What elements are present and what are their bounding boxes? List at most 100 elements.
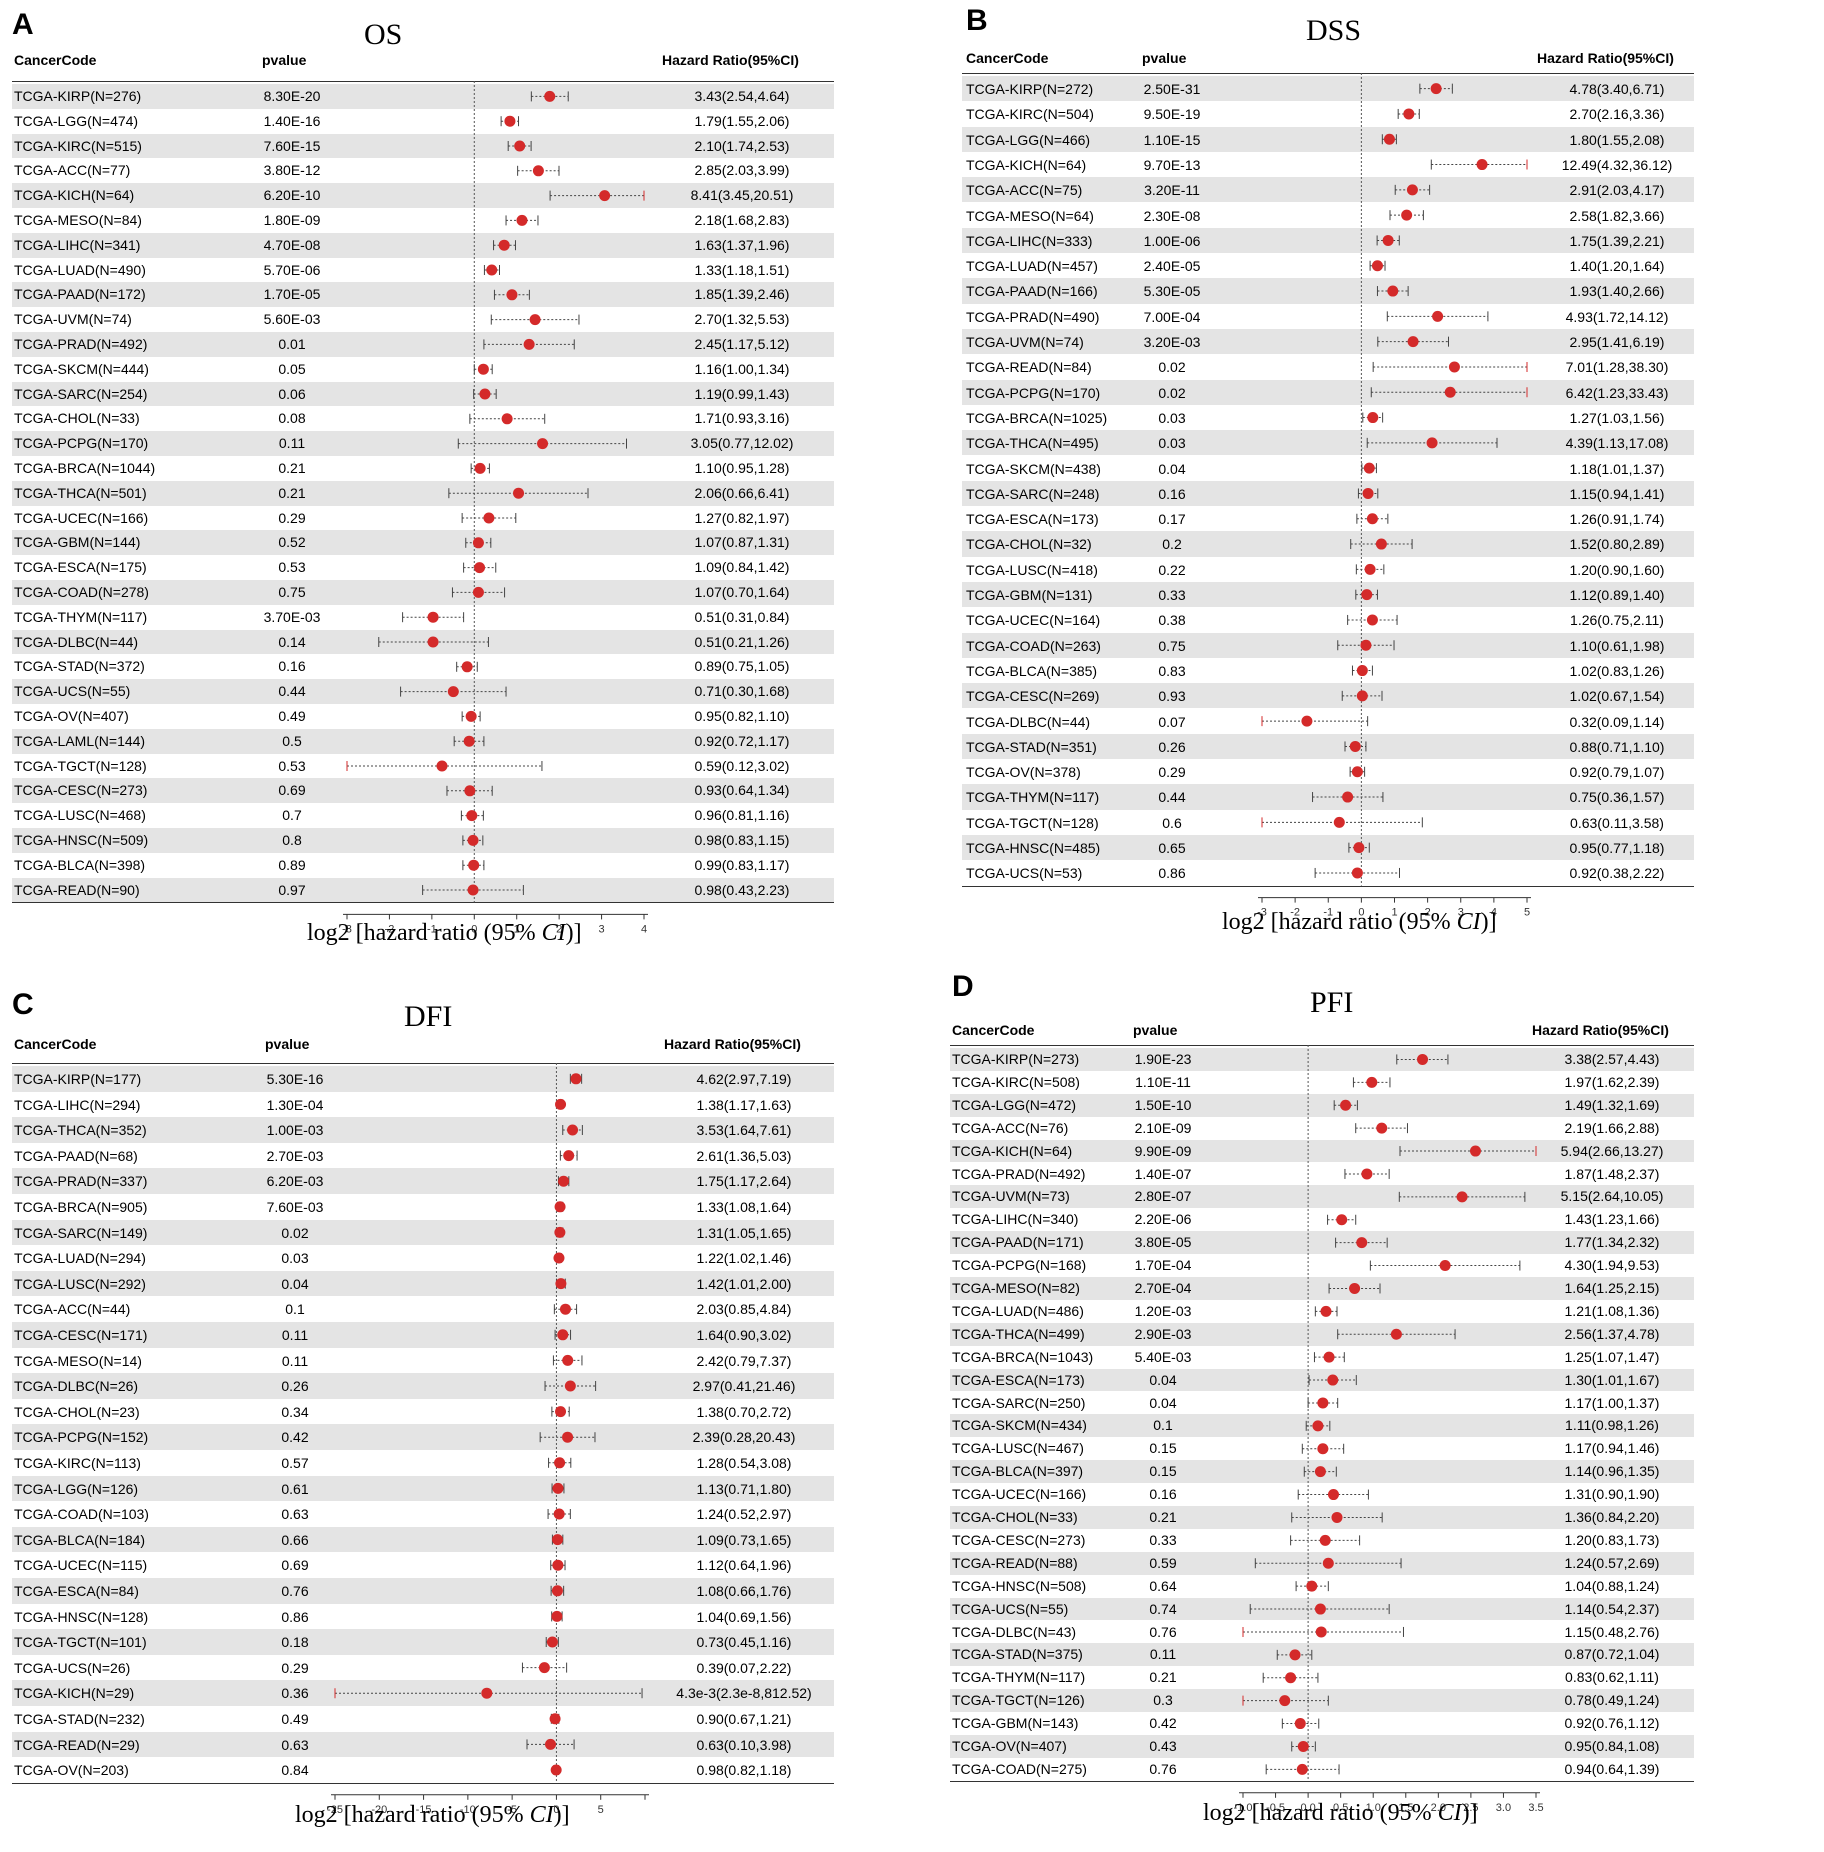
x-tick-label: 4 [641,923,647,935]
cancer-code: TCGA-KIRC(N=113) [14,1455,141,1471]
hazard-ratio-cell: 0.51(0.21,1.26) [694,633,790,650]
cancer-code: TCGA-UCS(N=26) [14,1659,131,1676]
hazard-ratio-point [1387,285,1399,297]
cancer-code: TCGA-PAAD(N=172) [14,286,146,303]
table-row: TCGA-LGG(N=472) 1.50E-10 1.49(1.32,1.69) [950,1093,1694,1117]
x-tick-label: 1.5 [1398,1802,1413,1814]
hazard-ratio-cell: 0.71(0.30,1.68) [694,683,790,700]
forest-row-mark [1356,513,1389,525]
forest-row-mark [1262,1672,1319,1684]
hazard-ratio-point [1353,842,1365,854]
forest-row-mark [530,90,569,102]
pvalue-cell: 0.05 [278,360,306,377]
cancer-code: TCGA-UCEC(N=166) [952,1486,1087,1503]
hazard-ratio-point [1317,1443,1329,1455]
pvalue-cell: 3.20E-03 [1143,334,1201,350]
hazard-ratio-point [1390,1328,1402,1340]
header-hazard-ratio: Hazard Ratio(95%CI) [662,52,799,68]
cancer-code: TCGA-STAD(N=351) [966,738,1097,755]
hazard-ratio-point [1444,386,1456,398]
table-row: TCGA-UCEC(N=164) 0.38 1.26(0.75,2.11) [962,607,1694,632]
table-row: TCGA-STAD(N=375) 0.11 0.87(0.72,1.04) [950,1643,1694,1667]
cancer-code: TCGA-HNSC(N=128) [14,1608,149,1625]
pvalue-cell: 0.02 [1158,359,1186,376]
pvalue-cell: 0.76 [281,1583,309,1599]
forest-row-mark [1313,1351,1345,1363]
hazard-ratio-cell: 1.07(0.87,1.31) [694,534,790,551]
table-row: TCGA-CHOL(N=33) 0.21 1.36(0.84,2.20) [950,1506,1694,1529]
forest-row-mark [1355,1122,1408,1134]
x-axis-label-ci: CI [1437,1800,1462,1826]
table-row: TCGA-GBM(N=143) 0.42 0.92(0.76,1.12) [950,1712,1694,1735]
hazard-ratio-point [465,710,477,722]
cancer-code: TCGA-KICH(N=64) [952,1142,1073,1159]
pvalue-cell: 9.90E-09 [1134,1142,1192,1159]
pvalue-cell: 5.30E-16 [266,1071,324,1087]
cancer-code: TCGA-DLBC(N=26) [14,1378,139,1395]
cancer-code: TCGA-ACC(N=76) [952,1119,1069,1136]
hazard-ratio-point [1333,816,1345,828]
hazard-ratio-point [537,438,549,450]
forest-row-mark [1369,260,1386,272]
hazard-ratio-point [474,562,486,574]
hazard-ratio-cell: 1.09(0.84,1.42) [694,559,790,576]
cancer-code: TCGA-GBM(N=131) [966,587,1093,603]
table-row: TCGA-READ(N=29) 0.63 0.63(0.10,3.98) [12,1731,834,1758]
table-row: TCGA-UCS(N=53) 0.86 0.92(0.38,2.22) [962,860,1694,885]
forest-row-mark [334,1687,643,1699]
forest-row-mark [550,1559,566,1571]
hazard-ratio-point [427,611,439,623]
forest-row-mark [1361,462,1377,474]
table-row: TCGA-PRAD(N=492) 0.01 2.45(1.17,5.12) [12,332,834,357]
hazard-ratio-point [486,264,498,276]
forest-row-mark [548,1457,572,1469]
hazard-ratio-cell: 1.24(0.52,2.97) [696,1506,792,1523]
pvalue-cell: 0.22 [1158,561,1186,578]
cancer-code: TCGA-DLBC(N=44) [966,713,1091,730]
hazard-ratio-cell: 0.39(0.07,2.22) [696,1659,792,1676]
hazard-ratio-cell: 2.45(1.17,5.12) [694,336,790,352]
pvalue-cell: 0.49 [278,708,306,724]
x-axis-label-prefix: log2 [hazard ratio (95% [295,1802,530,1828]
table-row: TCGA-PCPG(N=170) 0.11 3.05(0.77,12.02) [12,431,834,456]
forest-row-mark [1349,766,1366,778]
pvalue-cell: 0.29 [278,509,306,526]
pvalue-cell: 0.11 [278,435,306,452]
cancer-code: TCGA-TGCT(N=128) [966,814,1099,831]
hazard-ratio-point [1366,614,1378,626]
pvalue-cell: 0.64 [1149,1577,1177,1594]
forest-row-mark [1281,1718,1320,1730]
pvalue-cell: 0.06 [278,385,306,402]
table-row: TCGA-CESC(N=273) 0.69 0.93(0.64,1.34) [12,778,834,804]
pvalue-cell: 0.43 [1149,1738,1177,1754]
x-tick-label: 3.0 [1496,1802,1511,1814]
forest-row-mark [547,1508,571,1520]
x-axis-label-suffix: )] [1461,1800,1478,1826]
pvalue-cell: 1.20E-03 [1134,1302,1192,1319]
cancer-code: TCGA-COAD(N=278) [14,584,149,600]
forest-row-mark [552,1354,583,1366]
table-row: TCGA-KIRC(N=113) 0.57 1.28(0.54,3.08) [12,1450,834,1476]
forest-row-mark [1357,487,1379,499]
hazard-ratio-cell: 2.95(1.41,6.19) [1569,334,1665,350]
hazard-ratio-cell: 2.97(0.41,21.46) [692,1378,796,1395]
forest-row-mark [473,388,497,400]
cancer-code: TCGA-LAML(N=144) [14,732,146,749]
forest-row-mark [507,140,532,152]
hazard-ratio-point [1383,133,1395,145]
x-tick-label: -15 [416,1804,432,1816]
x-axis-label-ci: CI [541,920,566,946]
forest-row-mark [1397,108,1420,120]
cancer-code: TCGA-LUAD(N=486) [952,1302,1084,1319]
cancer-code: TCGA-ESCA(N=175) [14,559,147,576]
header-cancer-code: CancerCode [14,1036,97,1052]
forest-row-mark [346,760,543,772]
cancer-code: TCGA-LGG(N=472) [952,1096,1077,1113]
cancer-code: TCGA-STAD(N=232) [14,1711,145,1727]
hazard-ratio-cell: 1.14(0.96,1.35) [1564,1463,1660,1480]
x-axis-label-prefix: log2 [hazard ratio (95% [307,920,542,946]
hazard-ratio-point [463,735,475,747]
cancer-code: TCGA-OV(N=203) [14,1762,129,1779]
cancer-code: TCGA-LIHC(N=340) [952,1211,1079,1228]
hazard-ratio-cell: 1.20(0.90,1.60) [1569,561,1665,578]
